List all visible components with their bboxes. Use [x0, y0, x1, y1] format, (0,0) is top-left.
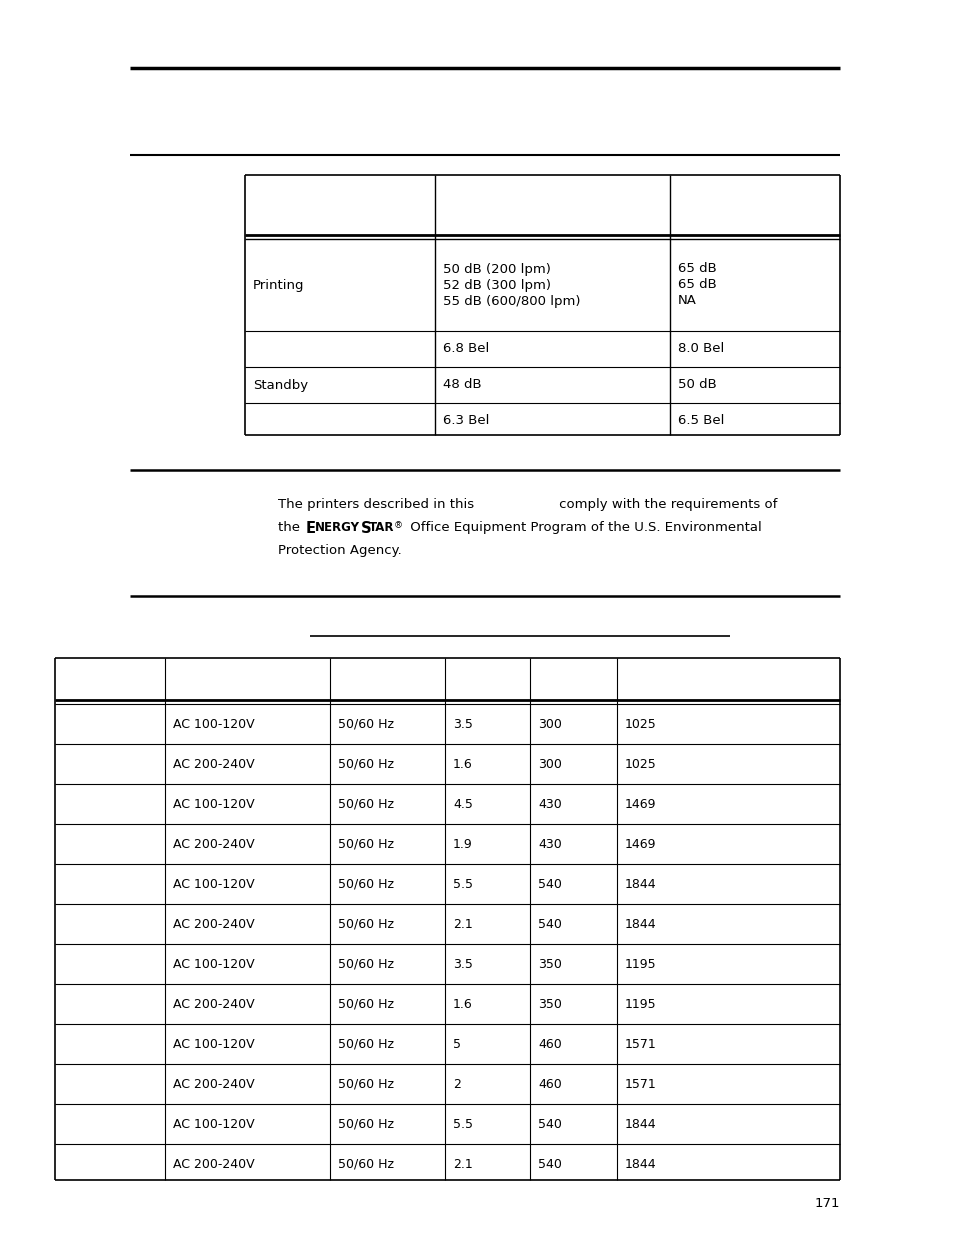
Text: 1571: 1571: [624, 1077, 656, 1091]
Text: AC 200-240V: AC 200-240V: [172, 1077, 254, 1091]
Text: NERGY: NERGY: [314, 521, 359, 534]
Text: 1.6: 1.6: [453, 998, 473, 1010]
Text: Standby: Standby: [253, 378, 308, 391]
Text: 430: 430: [537, 837, 561, 851]
Text: 1025: 1025: [624, 718, 656, 730]
Text: 50/60 Hz: 50/60 Hz: [337, 878, 394, 890]
Text: 540: 540: [537, 1118, 561, 1130]
Text: 50/60 Hz: 50/60 Hz: [337, 1118, 394, 1130]
Text: 5.5: 5.5: [453, 878, 473, 890]
Text: 460: 460: [537, 1077, 561, 1091]
Text: AC 200-240V: AC 200-240V: [172, 918, 254, 930]
Text: 50/60 Hz: 50/60 Hz: [337, 918, 394, 930]
Text: AC 100-120V: AC 100-120V: [172, 1037, 254, 1051]
Text: ®: ®: [394, 521, 402, 530]
Text: 350: 350: [537, 957, 561, 971]
Text: Protection Agency.: Protection Agency.: [277, 543, 401, 557]
Text: S: S: [355, 521, 372, 536]
Text: 1844: 1844: [624, 918, 656, 930]
Text: 3.5: 3.5: [453, 718, 473, 730]
Text: 48 dB: 48 dB: [442, 378, 481, 391]
Text: AC 100-120V: AC 100-120V: [172, 1118, 254, 1130]
Text: 171: 171: [814, 1197, 840, 1210]
Text: 3.5: 3.5: [453, 957, 473, 971]
Text: 4.5: 4.5: [453, 798, 473, 810]
Text: 50/60 Hz: 50/60 Hz: [337, 718, 394, 730]
Text: 6.3 Bel: 6.3 Bel: [442, 415, 489, 427]
Text: 50/60 Hz: 50/60 Hz: [337, 998, 394, 1010]
Text: 1.6: 1.6: [453, 757, 473, 771]
Text: 55 dB (600/800 lpm): 55 dB (600/800 lpm): [442, 294, 579, 308]
Text: 1469: 1469: [624, 837, 656, 851]
Text: 300: 300: [537, 718, 561, 730]
Text: 50/60 Hz: 50/60 Hz: [337, 798, 394, 810]
Text: 6.5 Bel: 6.5 Bel: [678, 415, 723, 427]
Text: 1844: 1844: [624, 1157, 656, 1171]
Text: 1571: 1571: [624, 1037, 656, 1051]
Text: 1844: 1844: [624, 878, 656, 890]
Text: 50/60 Hz: 50/60 Hz: [337, 837, 394, 851]
Text: AC 200-240V: AC 200-240V: [172, 998, 254, 1010]
Text: 50/60 Hz: 50/60 Hz: [337, 957, 394, 971]
Text: 50 dB (200 lpm): 50 dB (200 lpm): [442, 263, 550, 275]
Text: 65 dB: 65 dB: [678, 279, 716, 291]
Text: 50/60 Hz: 50/60 Hz: [337, 1077, 394, 1091]
Text: Office Equipment Program of the U.S. Environmental: Office Equipment Program of the U.S. Env…: [406, 521, 760, 534]
Text: 8.0 Bel: 8.0 Bel: [678, 342, 723, 356]
Text: 300: 300: [537, 757, 561, 771]
Text: 1025: 1025: [624, 757, 656, 771]
Text: 50/60 Hz: 50/60 Hz: [337, 1157, 394, 1171]
Text: AC 100-120V: AC 100-120V: [172, 957, 254, 971]
Text: 1195: 1195: [624, 957, 656, 971]
Text: 50 dB: 50 dB: [678, 378, 716, 391]
Text: E: E: [306, 521, 315, 536]
Text: 1844: 1844: [624, 1118, 656, 1130]
Text: 540: 540: [537, 878, 561, 890]
Text: TAR: TAR: [369, 521, 395, 534]
Text: 50/60 Hz: 50/60 Hz: [337, 1037, 394, 1051]
Text: 540: 540: [537, 1157, 561, 1171]
Text: 460: 460: [537, 1037, 561, 1051]
Text: 65 dB: 65 dB: [678, 263, 716, 275]
Text: 50/60 Hz: 50/60 Hz: [337, 757, 394, 771]
Text: 1195: 1195: [624, 998, 656, 1010]
Text: AC 100-120V: AC 100-120V: [172, 878, 254, 890]
Text: The printers described in this                    comply with the requirements o: The printers described in this comply wi…: [277, 498, 777, 511]
Text: 430: 430: [537, 798, 561, 810]
Text: AC 200-240V: AC 200-240V: [172, 837, 254, 851]
Text: 5: 5: [453, 1037, 460, 1051]
Text: 540: 540: [537, 918, 561, 930]
Text: 1.9: 1.9: [453, 837, 473, 851]
Text: 52 dB (300 lpm): 52 dB (300 lpm): [442, 279, 551, 291]
Text: 2.1: 2.1: [453, 918, 473, 930]
Text: AC 200-240V: AC 200-240V: [172, 757, 254, 771]
Text: AC 200-240V: AC 200-240V: [172, 1157, 254, 1171]
Text: 1469: 1469: [624, 798, 656, 810]
Text: 5.5: 5.5: [453, 1118, 473, 1130]
Text: the: the: [277, 521, 304, 534]
Text: AC 100-120V: AC 100-120V: [172, 718, 254, 730]
Text: NA: NA: [678, 294, 696, 308]
Text: 2: 2: [453, 1077, 460, 1091]
Text: 6.8 Bel: 6.8 Bel: [442, 342, 489, 356]
Text: 2.1: 2.1: [453, 1157, 473, 1171]
Text: Printing: Printing: [253, 279, 304, 291]
Text: 350: 350: [537, 998, 561, 1010]
Text: AC 100-120V: AC 100-120V: [172, 798, 254, 810]
